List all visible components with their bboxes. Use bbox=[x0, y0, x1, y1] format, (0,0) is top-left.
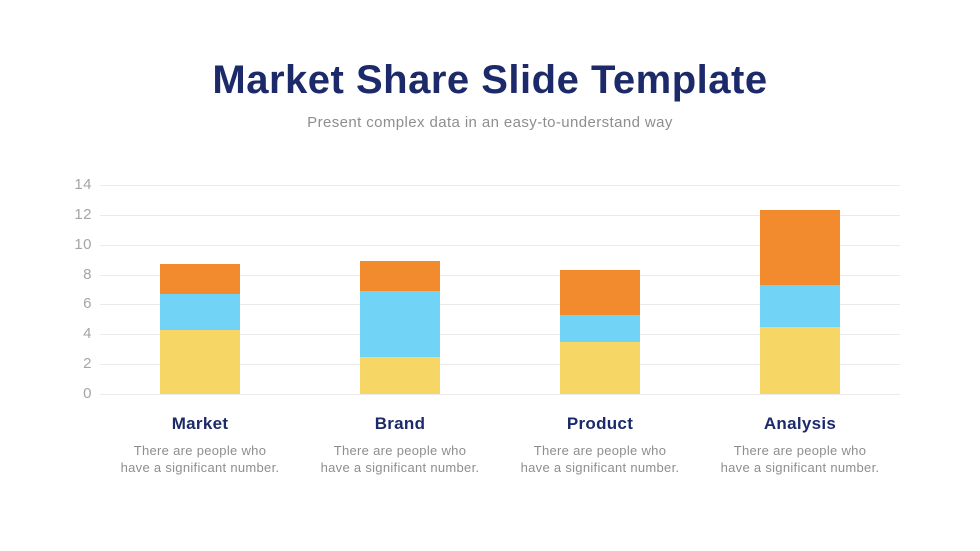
y-axis-tick-label: 10 bbox=[74, 235, 92, 253]
gridline-y-2 bbox=[100, 364, 900, 366]
bar-analysis-top-segment bbox=[760, 210, 840, 286]
category-block-brand: Brand There are people who have a signific… bbox=[300, 414, 500, 476]
gridline-y-8 bbox=[100, 274, 900, 276]
category-label: Market bbox=[171, 414, 229, 433]
category-description: There are people who bbox=[733, 443, 867, 458]
bar-market-middle-segment bbox=[160, 293, 240, 330]
category-description: There are people who bbox=[533, 443, 667, 458]
category-label: Analysis bbox=[763, 414, 837, 433]
gridline-y-0 bbox=[100, 394, 900, 395]
bar-market-bottom-segment bbox=[160, 329, 240, 394]
category-description: have a significant number. bbox=[520, 460, 680, 475]
category-description: have a significant number. bbox=[320, 460, 480, 475]
bar-brand-top-segment bbox=[360, 261, 440, 291]
category-label: Brand bbox=[374, 414, 426, 433]
gridline-y-12 bbox=[100, 214, 900, 216]
category-block-product: Product There are people who have a signif… bbox=[500, 414, 700, 476]
bar-brand-bottom-segment bbox=[360, 356, 440, 394]
y-axis-tick-label: 0 bbox=[83, 385, 92, 402]
y-axis-tick-label: 4 bbox=[83, 325, 92, 343]
gridline-y-14 bbox=[100, 185, 900, 186]
category-label: Product bbox=[566, 414, 634, 433]
y-axis-tick-label: 6 bbox=[83, 295, 92, 313]
slide-title: Market Share Slide Template bbox=[212, 58, 768, 102]
y-axis-tick-label: 8 bbox=[83, 265, 92, 283]
bar-product-bottom-segment bbox=[560, 341, 640, 394]
bar-analysis-bottom-segment bbox=[760, 326, 840, 394]
category-description: have a significant number. bbox=[720, 460, 880, 475]
category-block-analysis: Analysis There are people who have a signi… bbox=[700, 414, 900, 476]
gridline-y-6 bbox=[100, 304, 900, 306]
category-description: There are people who bbox=[133, 443, 267, 458]
gridline-y-4 bbox=[100, 334, 900, 336]
bar-product-top-segment bbox=[560, 270, 640, 315]
bar-brand-middle-segment bbox=[360, 290, 440, 357]
category-description: There are people who bbox=[333, 443, 467, 458]
slide-subtitle: Present complex data in an easy-to-under… bbox=[307, 114, 673, 131]
category-block-market: Market There are people who have a signifi… bbox=[100, 414, 300, 476]
y-axis-tick-label: 14 bbox=[74, 176, 92, 193]
category-description: have a significant number. bbox=[120, 460, 280, 475]
bar-product-middle-segment bbox=[560, 314, 640, 342]
bar-analysis-middle-segment bbox=[760, 285, 840, 327]
y-axis-tick-label: 2 bbox=[83, 355, 92, 373]
y-axis-tick-label: 12 bbox=[74, 205, 92, 223]
bar-market-top-segment bbox=[160, 264, 240, 294]
gridline-y-10 bbox=[100, 244, 900, 246]
